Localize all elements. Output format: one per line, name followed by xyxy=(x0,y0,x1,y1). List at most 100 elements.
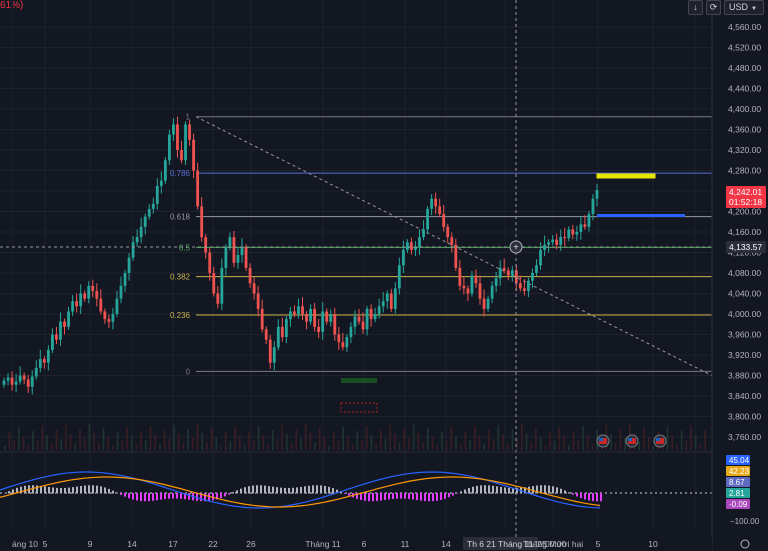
candle xyxy=(377,306,381,314)
macd-histogram-bar xyxy=(540,485,542,494)
volume-bar xyxy=(469,440,471,450)
volume-bar xyxy=(375,444,377,450)
candle xyxy=(26,379,30,387)
candle xyxy=(325,311,329,322)
fib-level-label: 0.382 xyxy=(170,273,191,282)
macd-histogram-bar xyxy=(156,493,158,501)
macd-histogram-bar xyxy=(496,486,498,494)
time-axis xyxy=(0,537,712,551)
macd-histogram-bar xyxy=(272,486,274,494)
settings-gear-icon[interactable] xyxy=(740,539,750,549)
volume-bar xyxy=(619,429,622,450)
macd-histogram-bar xyxy=(592,493,594,502)
price-countdown: 01:52:18 xyxy=(729,197,762,207)
volume-bar xyxy=(699,444,702,450)
candle xyxy=(260,308,264,330)
volume-bar xyxy=(525,433,528,450)
macd-histogram-bar xyxy=(580,493,582,499)
volume-bar xyxy=(116,432,119,450)
macd-histogram-bar xyxy=(68,487,70,494)
macd-histogram-bar xyxy=(392,493,394,499)
fib-level-label: 0.618 xyxy=(170,213,191,222)
candle xyxy=(446,226,450,238)
candle xyxy=(119,285,123,299)
macd-histogram-bar xyxy=(296,487,298,494)
candle xyxy=(6,377,10,381)
candle xyxy=(208,252,212,273)
price-axis-label: 4,400.00 xyxy=(728,104,761,114)
macd-histogram-bar xyxy=(544,485,546,494)
macd-histogram-bar xyxy=(92,485,94,494)
candle xyxy=(438,206,442,215)
price-axis-label: 4,360.00 xyxy=(728,125,761,135)
volume-bar xyxy=(455,436,457,450)
volume-bar xyxy=(36,440,39,450)
refresh-icon[interactable]: ⟳ xyxy=(706,0,722,15)
macd-histogram-bar xyxy=(564,490,566,494)
macd-histogram-bar xyxy=(216,493,218,500)
macd-histogram-bar xyxy=(348,493,350,496)
time-axis-label: 9 xyxy=(88,539,93,549)
price-axis-label: 4,520.00 xyxy=(728,43,761,53)
volume-bar xyxy=(314,442,316,450)
macd-histogram-bar xyxy=(88,485,90,494)
download-icon[interactable]: ↓ xyxy=(688,0,704,15)
volume-bar xyxy=(286,434,288,450)
volume-bar xyxy=(22,436,25,450)
candle xyxy=(531,273,534,281)
macd-histogram-bar xyxy=(328,486,330,494)
macd-histogram-bar xyxy=(468,487,470,494)
candle xyxy=(309,308,312,322)
volume-bar xyxy=(192,438,194,450)
macd-histogram-bar xyxy=(184,493,186,500)
volume-bar xyxy=(680,431,683,450)
candle xyxy=(248,267,252,284)
target-zone-upper[interactable] xyxy=(596,173,656,179)
volume-bar xyxy=(610,434,612,450)
candle xyxy=(345,337,349,348)
candle xyxy=(422,229,425,238)
candle xyxy=(587,214,591,227)
candle xyxy=(63,321,66,327)
price-axis-label: 4,080.00 xyxy=(728,268,761,278)
candle xyxy=(38,359,42,368)
volume-bar xyxy=(389,425,391,450)
candle xyxy=(563,237,567,239)
macd-histogram-bar xyxy=(476,485,478,494)
volume-bar xyxy=(638,442,641,450)
candle xyxy=(18,375,22,382)
macd-value: -0.09 xyxy=(729,500,748,509)
chevron-down-icon: ▼ xyxy=(751,5,757,12)
volume-bar xyxy=(41,426,44,450)
volume-bar xyxy=(295,429,297,450)
current-price-value: 4,242.01 xyxy=(729,187,762,197)
volume-bar xyxy=(83,438,86,450)
macd-histogram-bar xyxy=(464,489,466,494)
volume-bar xyxy=(154,435,156,450)
candle xyxy=(2,380,6,385)
currency-selector[interactable]: USD ▼ xyxy=(724,0,764,15)
macd-histogram-bar xyxy=(588,493,590,501)
green-zone xyxy=(341,378,377,383)
cursor-price-value: 4,133.57 xyxy=(729,242,762,252)
candle xyxy=(135,237,139,243)
macd-histogram-bar xyxy=(376,493,378,502)
candle xyxy=(71,301,74,312)
candle xyxy=(83,293,87,299)
trend-line[interactable] xyxy=(195,116,713,376)
volume-bar xyxy=(130,436,133,450)
target-zone-lower[interactable] xyxy=(597,214,685,217)
volume-bar xyxy=(474,426,476,450)
add-alert-icon[interactable] xyxy=(509,240,523,254)
candle xyxy=(67,311,70,327)
volume-bar xyxy=(568,445,570,450)
candle xyxy=(462,285,466,289)
macd-value: 45.04 xyxy=(729,456,750,465)
volume-bar xyxy=(304,424,307,450)
candle xyxy=(579,224,583,232)
candle xyxy=(55,334,58,340)
volume-bar xyxy=(182,443,185,450)
candle xyxy=(107,319,111,322)
volume-bar xyxy=(121,441,124,450)
